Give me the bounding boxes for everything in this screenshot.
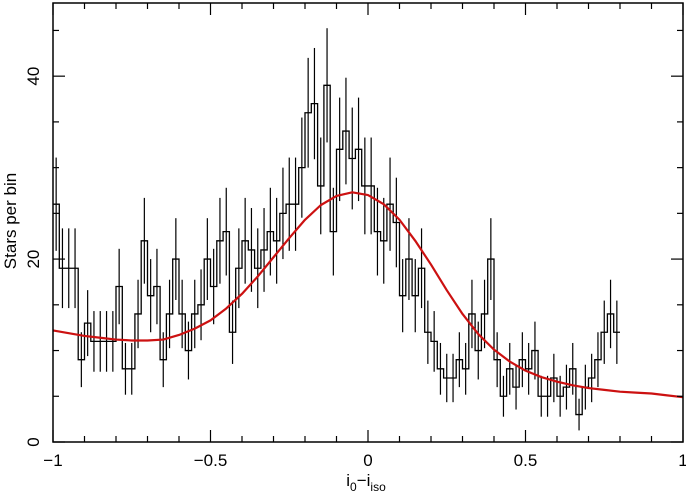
y-axis-title: Stars per bin: [1, 173, 20, 269]
y-tick-label: 20: [24, 250, 43, 269]
x-tick-label: 1: [678, 451, 686, 470]
x-tick-label: 0: [363, 451, 372, 470]
axis-ticks: [52, 3, 684, 443]
x-axis-title-base: i: [346, 471, 350, 490]
x-axis-title: i0−iiso: [346, 471, 386, 492]
plot-frame: [52, 2, 684, 443]
x-axis-title-sub2: iso: [370, 480, 386, 492]
fit-curve: [52, 191, 684, 399]
x-axis-title-sub1: 0: [350, 480, 357, 492]
histogram-steps: [53, 84, 620, 416]
plot-area: [52, 28, 684, 431]
x-axis-title-dash: −i: [357, 471, 371, 490]
y-tick-label: 40: [24, 67, 43, 86]
y-tick-label: 0: [24, 437, 43, 446]
x-tick-label: 0.5: [514, 451, 538, 470]
tick-labels: −1 −0.5 0 0.5 1 0 20 40: [24, 67, 686, 470]
x-tick-label: −0.5: [194, 451, 228, 470]
x-tick-label: −1: [43, 451, 62, 470]
